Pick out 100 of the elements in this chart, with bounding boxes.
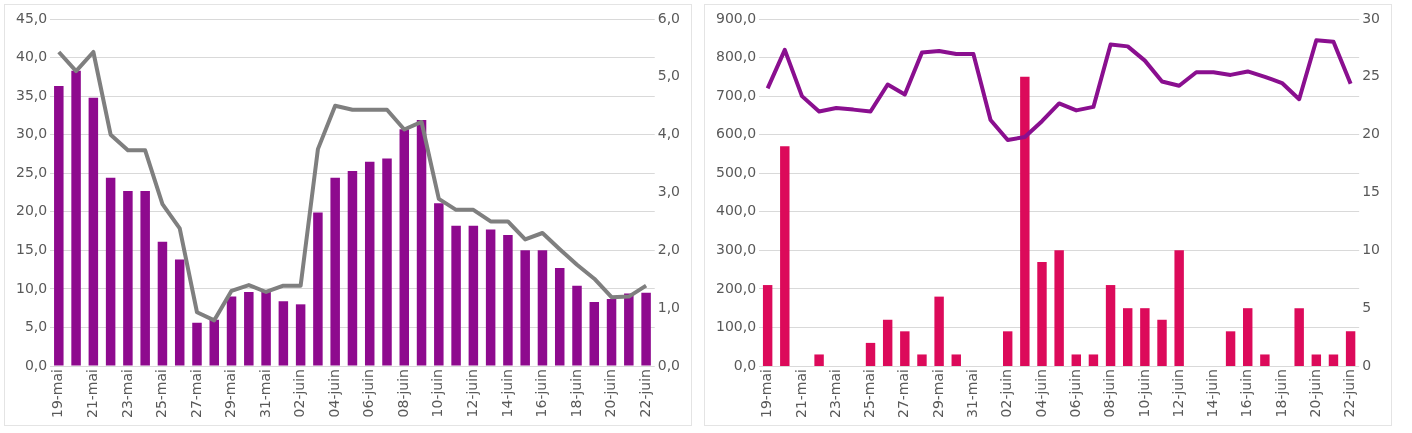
x-tick-label: 18-juin [567,369,584,418]
y2-tick-label: 1,0 [657,298,680,315]
bar [865,342,876,367]
x-tick-label: 18-juin [1272,369,1289,418]
x-tick-label: 06-juin [1066,369,1083,418]
bar [762,285,773,367]
x-tick-label: 10-juin [429,369,446,418]
bar [882,319,893,367]
bar [1088,354,1099,367]
bar [88,97,99,366]
bar [174,259,185,366]
y-tick-label: 500,0 [715,163,757,180]
bar [1020,76,1030,367]
bar [157,241,168,366]
bar [1243,308,1253,367]
bar [572,285,582,366]
y2-tick-label: 20 [1362,125,1381,142]
x-tick-label: 22-juin [1341,369,1358,418]
x-tick-label: 20-juin [602,369,619,418]
x-tick-label: 16-juin [1238,369,1255,418]
x-tick-label: 12-juin [1169,369,1186,418]
bar [434,203,444,366]
y-tick-label: 0,0 [733,356,757,373]
x-tick-label: 21-mai [792,369,809,419]
bar [192,322,202,366]
bar [468,225,479,366]
y2-tick-label: 3,0 [657,183,680,200]
bar [209,319,220,366]
bar [295,304,306,366]
bar [606,298,617,366]
y-tick-label: 100,0 [715,318,757,335]
bar [1054,250,1064,367]
y-tick-label: 300,0 [715,240,757,257]
y-tick-label: 700,0 [715,86,757,103]
bar [313,212,323,366]
x-tick-label: 23-mai [826,369,843,419]
y2-tick-label: 4,0 [657,125,680,142]
bar [624,293,634,366]
bar [1345,331,1356,367]
x-tick-label: 25-mai [153,369,170,419]
bar [364,161,375,366]
bar [951,354,961,367]
bar [140,190,150,366]
y2-tick-label: 10 [1362,240,1381,257]
bar [105,177,116,366]
bar [123,190,133,366]
bar [382,158,392,366]
bar [399,129,410,366]
bar [1311,354,1322,367]
y-tick-label: 40,0 [16,48,48,65]
y-tick-label: 30,0 [16,125,48,142]
x-tick-label: 14-juin [498,369,515,418]
bar [226,296,237,366]
x-tick-label: 04-juin [325,369,342,418]
bar [1157,319,1167,367]
bar [1140,308,1150,367]
x-tick-label: 02-juin [291,369,308,418]
bar [917,354,927,367]
bar [1328,354,1339,367]
x-tick-label: 25-mai [861,369,878,419]
x-tick-label: 27-mai [895,369,912,419]
bar [1002,331,1013,367]
x-tick-label: 08-juin [1101,369,1118,418]
y-tick-label: 35,0 [16,86,48,103]
x-tick-label: 22-juin [636,369,653,418]
y2-tick-label: 6,0 [657,9,680,26]
y-tick-label: 45,0 [16,9,48,26]
x-tick-label: 19-mai [49,369,66,419]
bar [244,292,254,366]
y-tick-label: 15,0 [16,240,48,257]
x-tick-label: 21-mai [84,369,100,419]
x-tick-label: 31-mai [256,369,273,419]
y-tick-label: 600,0 [715,125,757,142]
bar [416,120,427,366]
bar [54,86,64,366]
bar [278,301,289,366]
y2-tick-label: 5,0 [657,67,680,84]
y-tick-label: 10,0 [16,279,48,296]
bar [71,70,81,366]
bar [1225,331,1236,367]
x-tick-label: 16-juin [533,369,550,418]
bar [520,250,530,366]
bar [589,302,600,366]
bar [1105,285,1116,367]
y2-tick-label: 25 [1362,67,1381,84]
bar [537,250,548,366]
x-tick-label: 10-juin [1135,369,1152,418]
bar [485,229,496,366]
bar [503,234,513,366]
y2-tick-label: 5 [1362,298,1372,315]
y-tick-label: 5,0 [24,318,48,335]
y-tick-label: 0,0 [24,356,48,373]
y-tick-label: 800,0 [715,48,757,65]
bar [814,354,824,367]
x-tick-label: 20-juin [1306,369,1323,418]
bar [261,290,271,366]
x-tick-label: 14-juin [1204,369,1221,418]
bar [451,225,461,366]
x-tick-label: 19-mai [758,369,775,419]
bar [934,296,944,367]
